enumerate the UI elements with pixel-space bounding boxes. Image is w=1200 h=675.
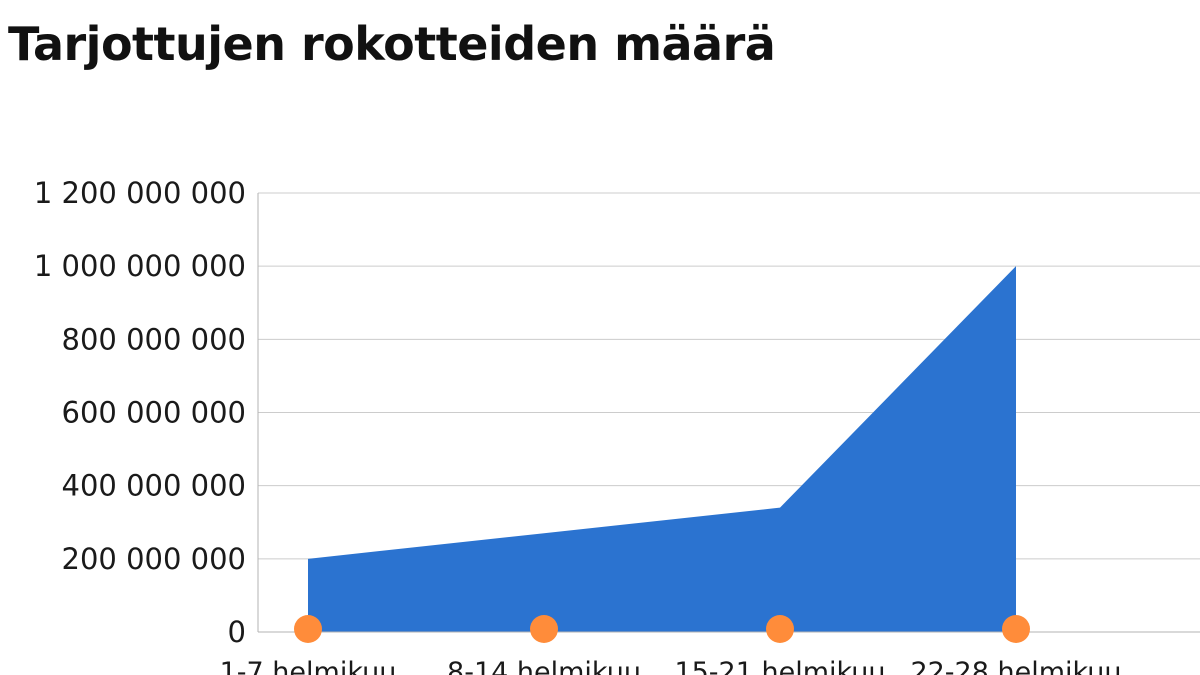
- data-point-marker: [530, 615, 558, 643]
- axes: [257, 193, 1200, 633]
- gridlines: [258, 192, 1200, 560]
- y-tick-label: 800 000 000: [62, 322, 247, 356]
- y-tick-label: 200 000 000: [62, 542, 247, 576]
- data-markers: [294, 615, 1030, 643]
- area-series-fill: [308, 266, 1016, 632]
- y-tick-label: 1 000 000 000: [34, 249, 246, 283]
- x-tick-label: 15-21 helmikuu: [674, 657, 885, 675]
- x-tick-label: 8-14 helmikuu: [447, 657, 641, 675]
- data-point-marker: [294, 615, 322, 643]
- data-point-marker: [1002, 615, 1030, 643]
- y-tick-label: 400 000 000: [62, 469, 247, 503]
- area-series: [308, 266, 1016, 632]
- y-axis-tick-labels: 0 200 000 000 400 000 000 600 000 000 800 00…: [34, 176, 246, 649]
- y-tick-label: 1 200 000 000: [34, 176, 246, 210]
- y-tick-label: 0: [228, 615, 246, 649]
- x-tick-label: 22-28 helmikuu: [910, 657, 1121, 675]
- chart-title: Tarjottujen rokotteiden määrä: [8, 17, 776, 71]
- y-tick-label: 600 000 000: [62, 396, 247, 430]
- x-tick-label: 1-7 helmikuu: [220, 657, 397, 675]
- x-axis-tick-labels: 1-7 helmikuu 8-14 helmikuu 15-21 helmikuu 2…: [220, 657, 1122, 675]
- data-point-marker: [766, 615, 794, 643]
